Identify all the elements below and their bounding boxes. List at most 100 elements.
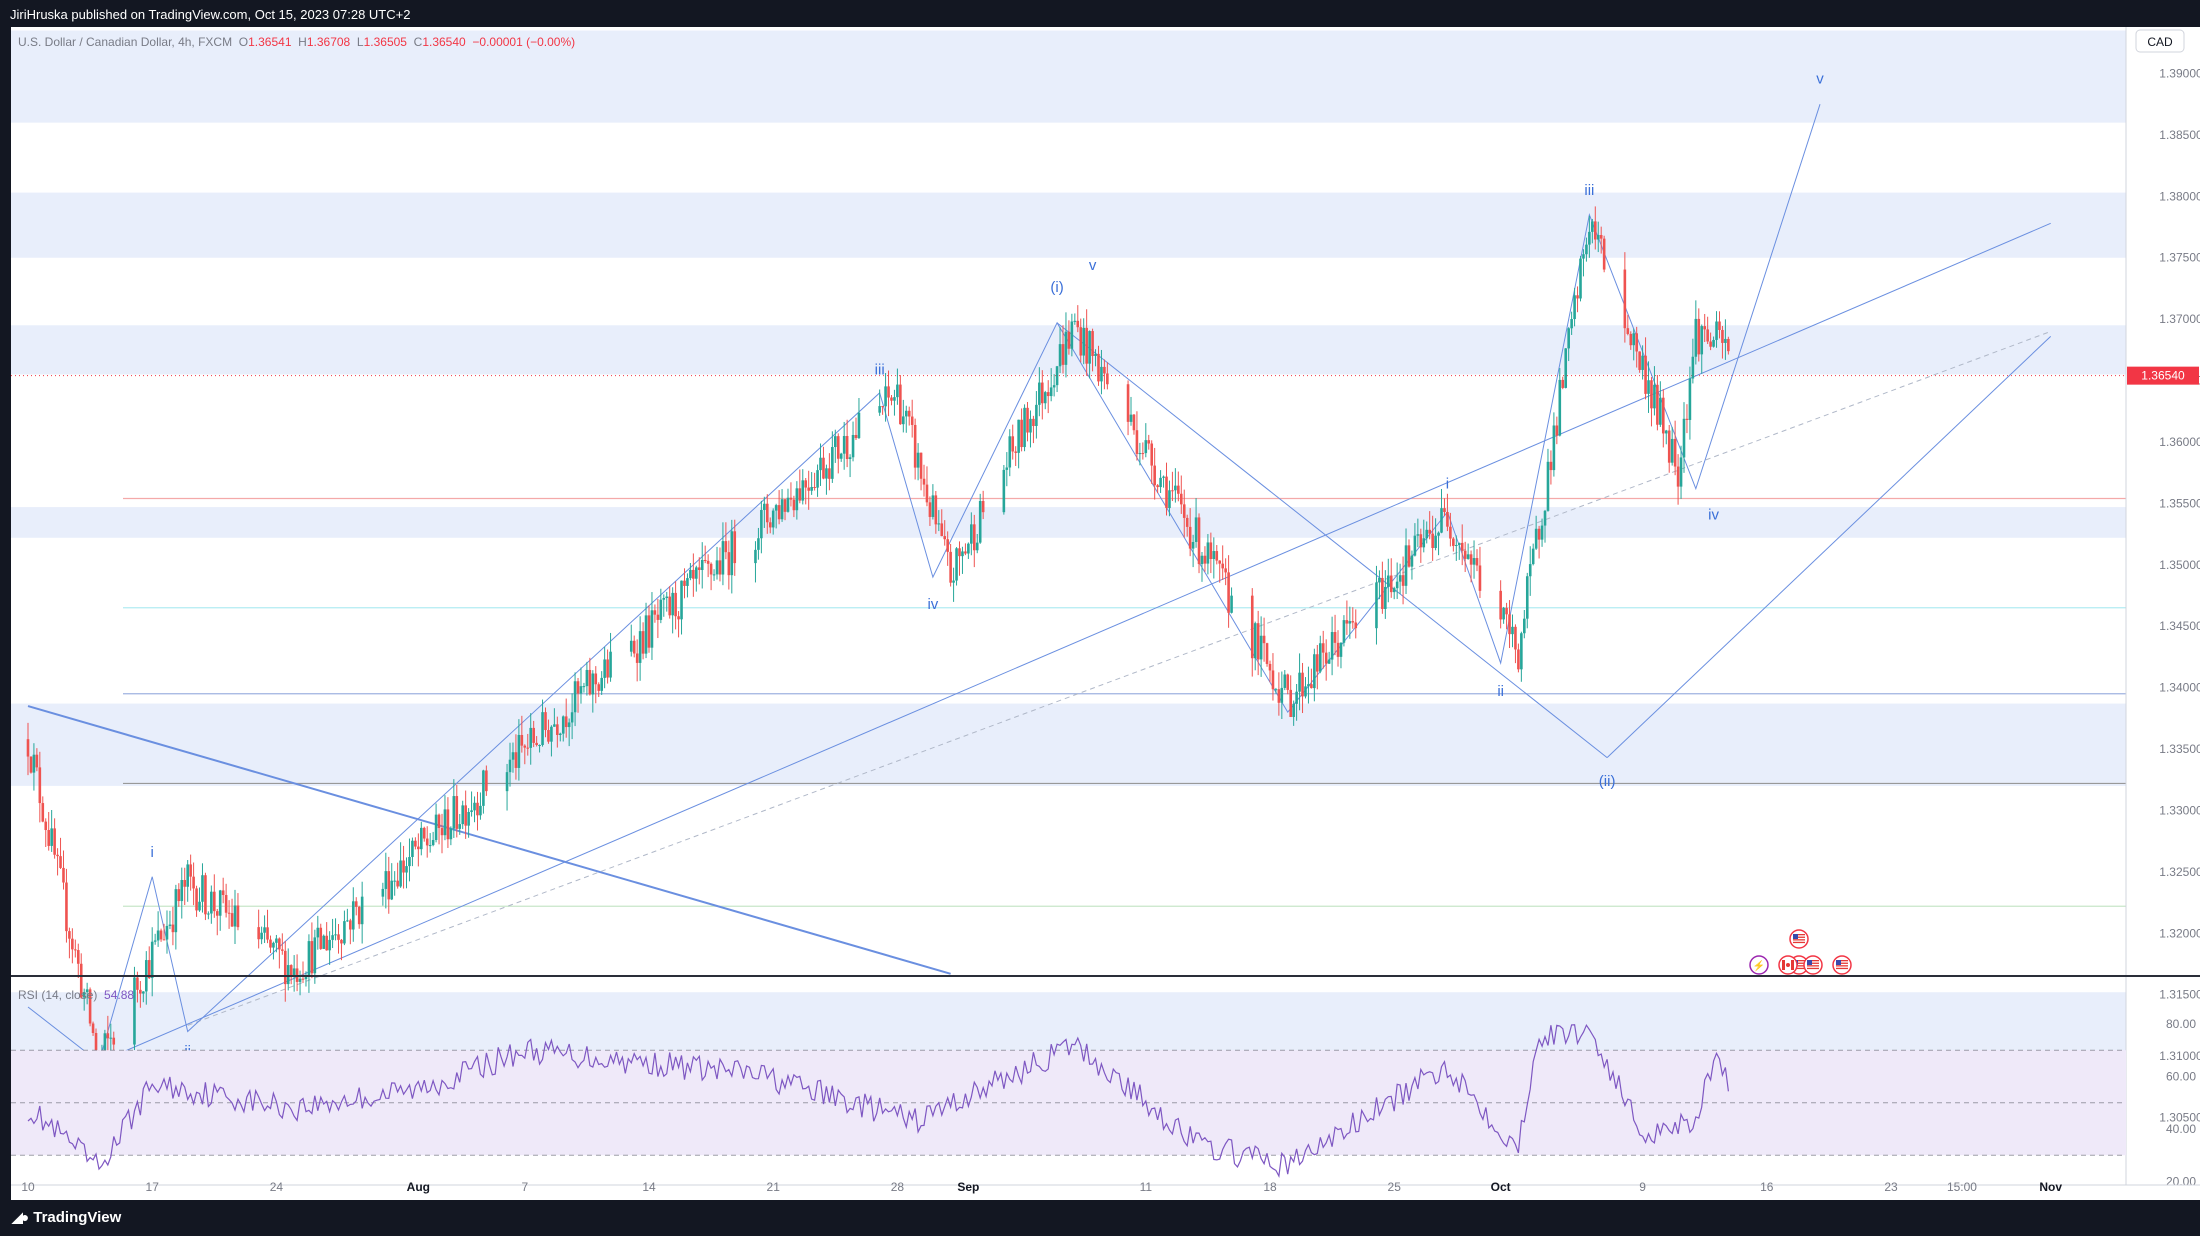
price-tick-label: 1.34000 [2159,681,2200,695]
candle-body [425,838,429,846]
time-tick-label: 23 [1884,1180,1898,1194]
flag-stripe [1807,967,1819,970]
wave-label: i [151,844,154,861]
candle-body [1150,443,1154,466]
candle-body [1318,643,1322,672]
candle-body [1712,339,1715,347]
flag-stripe [1793,936,1805,938]
candle-body [428,845,432,847]
candle-body [1174,485,1177,491]
chart-panel[interactable]: 4iiiiiiiv(i)viii(ii)iiiivv1.390001.38500… [11,27,2200,1200]
candle-body [1419,534,1423,548]
candle-body [195,888,198,911]
candle-body [221,890,225,896]
candle-body [65,882,68,932]
candle-body [485,770,488,792]
candle-body [236,905,240,928]
candle-body [1457,542,1461,545]
dividends-bolt-icon[interactable]: ⚡ [1749,955,1769,975]
candle-body [464,805,467,826]
rsi-tick-label: 60.00 [2166,1070,2196,1084]
candle-body [774,505,778,511]
candle-body [59,856,62,868]
candle-body [1310,684,1313,689]
candle-body [686,578,689,586]
candle-body [1502,607,1505,620]
flag-band [1791,960,1794,970]
candle-body [207,913,210,915]
candle-body [792,499,796,511]
us-flag-icon[interactable] [1789,929,1809,949]
candle-body [1043,392,1047,404]
flag-stripe [1836,967,1848,970]
candle-body [1023,407,1026,448]
candle-body [1215,551,1219,561]
candle-body [168,924,172,926]
legend-h-label: H [298,35,307,49]
us-flag-icon[interactable] [1832,955,1852,975]
candle-body [1455,544,1458,546]
price-tick-label: 1.37000 [2159,312,2200,326]
candle-body [1265,643,1269,664]
candle-body [1531,548,1535,565]
candle-body [807,487,810,491]
candle-body [674,592,677,617]
candle-body [1171,490,1174,492]
candle-body [964,551,967,554]
chart-canvas[interactable]: 4iiiiiiiv(i)viii(ii)iiiivv1.390001.38500… [11,27,2200,1200]
trendline [27,705,951,975]
candle-body [1218,560,1222,564]
candle-body [1345,620,1349,624]
candle-body [44,821,48,831]
candle-body [972,524,976,551]
candle-body [553,724,556,727]
candle-body [213,891,216,912]
candle-body [757,538,760,550]
candle-body [1307,684,1310,687]
candle-body [414,840,417,847]
candle-body [1662,397,1665,434]
candle-body [1011,436,1015,452]
candle-body [260,932,263,940]
candle-body [1135,430,1139,454]
candle-body [198,901,201,911]
dashed-channel-line [187,330,2051,1026]
candle-body [703,559,707,561]
candle-body [1088,331,1091,364]
candle-body [603,659,606,678]
candle-body [547,730,550,742]
candle-body [597,684,601,691]
candle-body [1286,674,1290,690]
last-price-tag: 1.36540 [2127,366,2199,385]
candle-body [1694,318,1698,357]
trendline [1606,335,2052,758]
canada-flag-icon[interactable] [1778,955,1798,975]
candle-body [1165,476,1168,509]
candle-body [162,939,166,941]
candle-body [780,499,784,520]
candle-body [322,935,326,949]
candle-body [1460,542,1464,551]
candle-body [1221,563,1224,569]
candle-body [1162,476,1165,478]
rsi-tick-label: 20.00 [2166,1175,2196,1189]
flag-stripe [1793,934,1805,936]
candle-body [535,742,538,746]
candle-body [896,384,899,398]
candle-body [1014,451,1017,453]
us-flag-icon[interactable] [1803,955,1823,975]
candle-body [1635,333,1638,352]
tradingview-logo[interactable]: ◢● TradingView [12,1209,121,1226]
candle-body [760,509,763,539]
candle-body [1082,327,1085,356]
candle-body [233,905,237,927]
candle-body [801,480,805,501]
candle-body [1156,485,1159,488]
candle-body [313,937,317,974]
legend-symbol: U.S. Dollar / Canadian Dollar, 4h, FXCM [18,35,233,49]
candle-body [1200,555,1204,565]
candle-body [1703,326,1706,330]
candle-body [629,640,633,652]
candle-body [1008,436,1012,468]
candle-body [765,503,769,523]
